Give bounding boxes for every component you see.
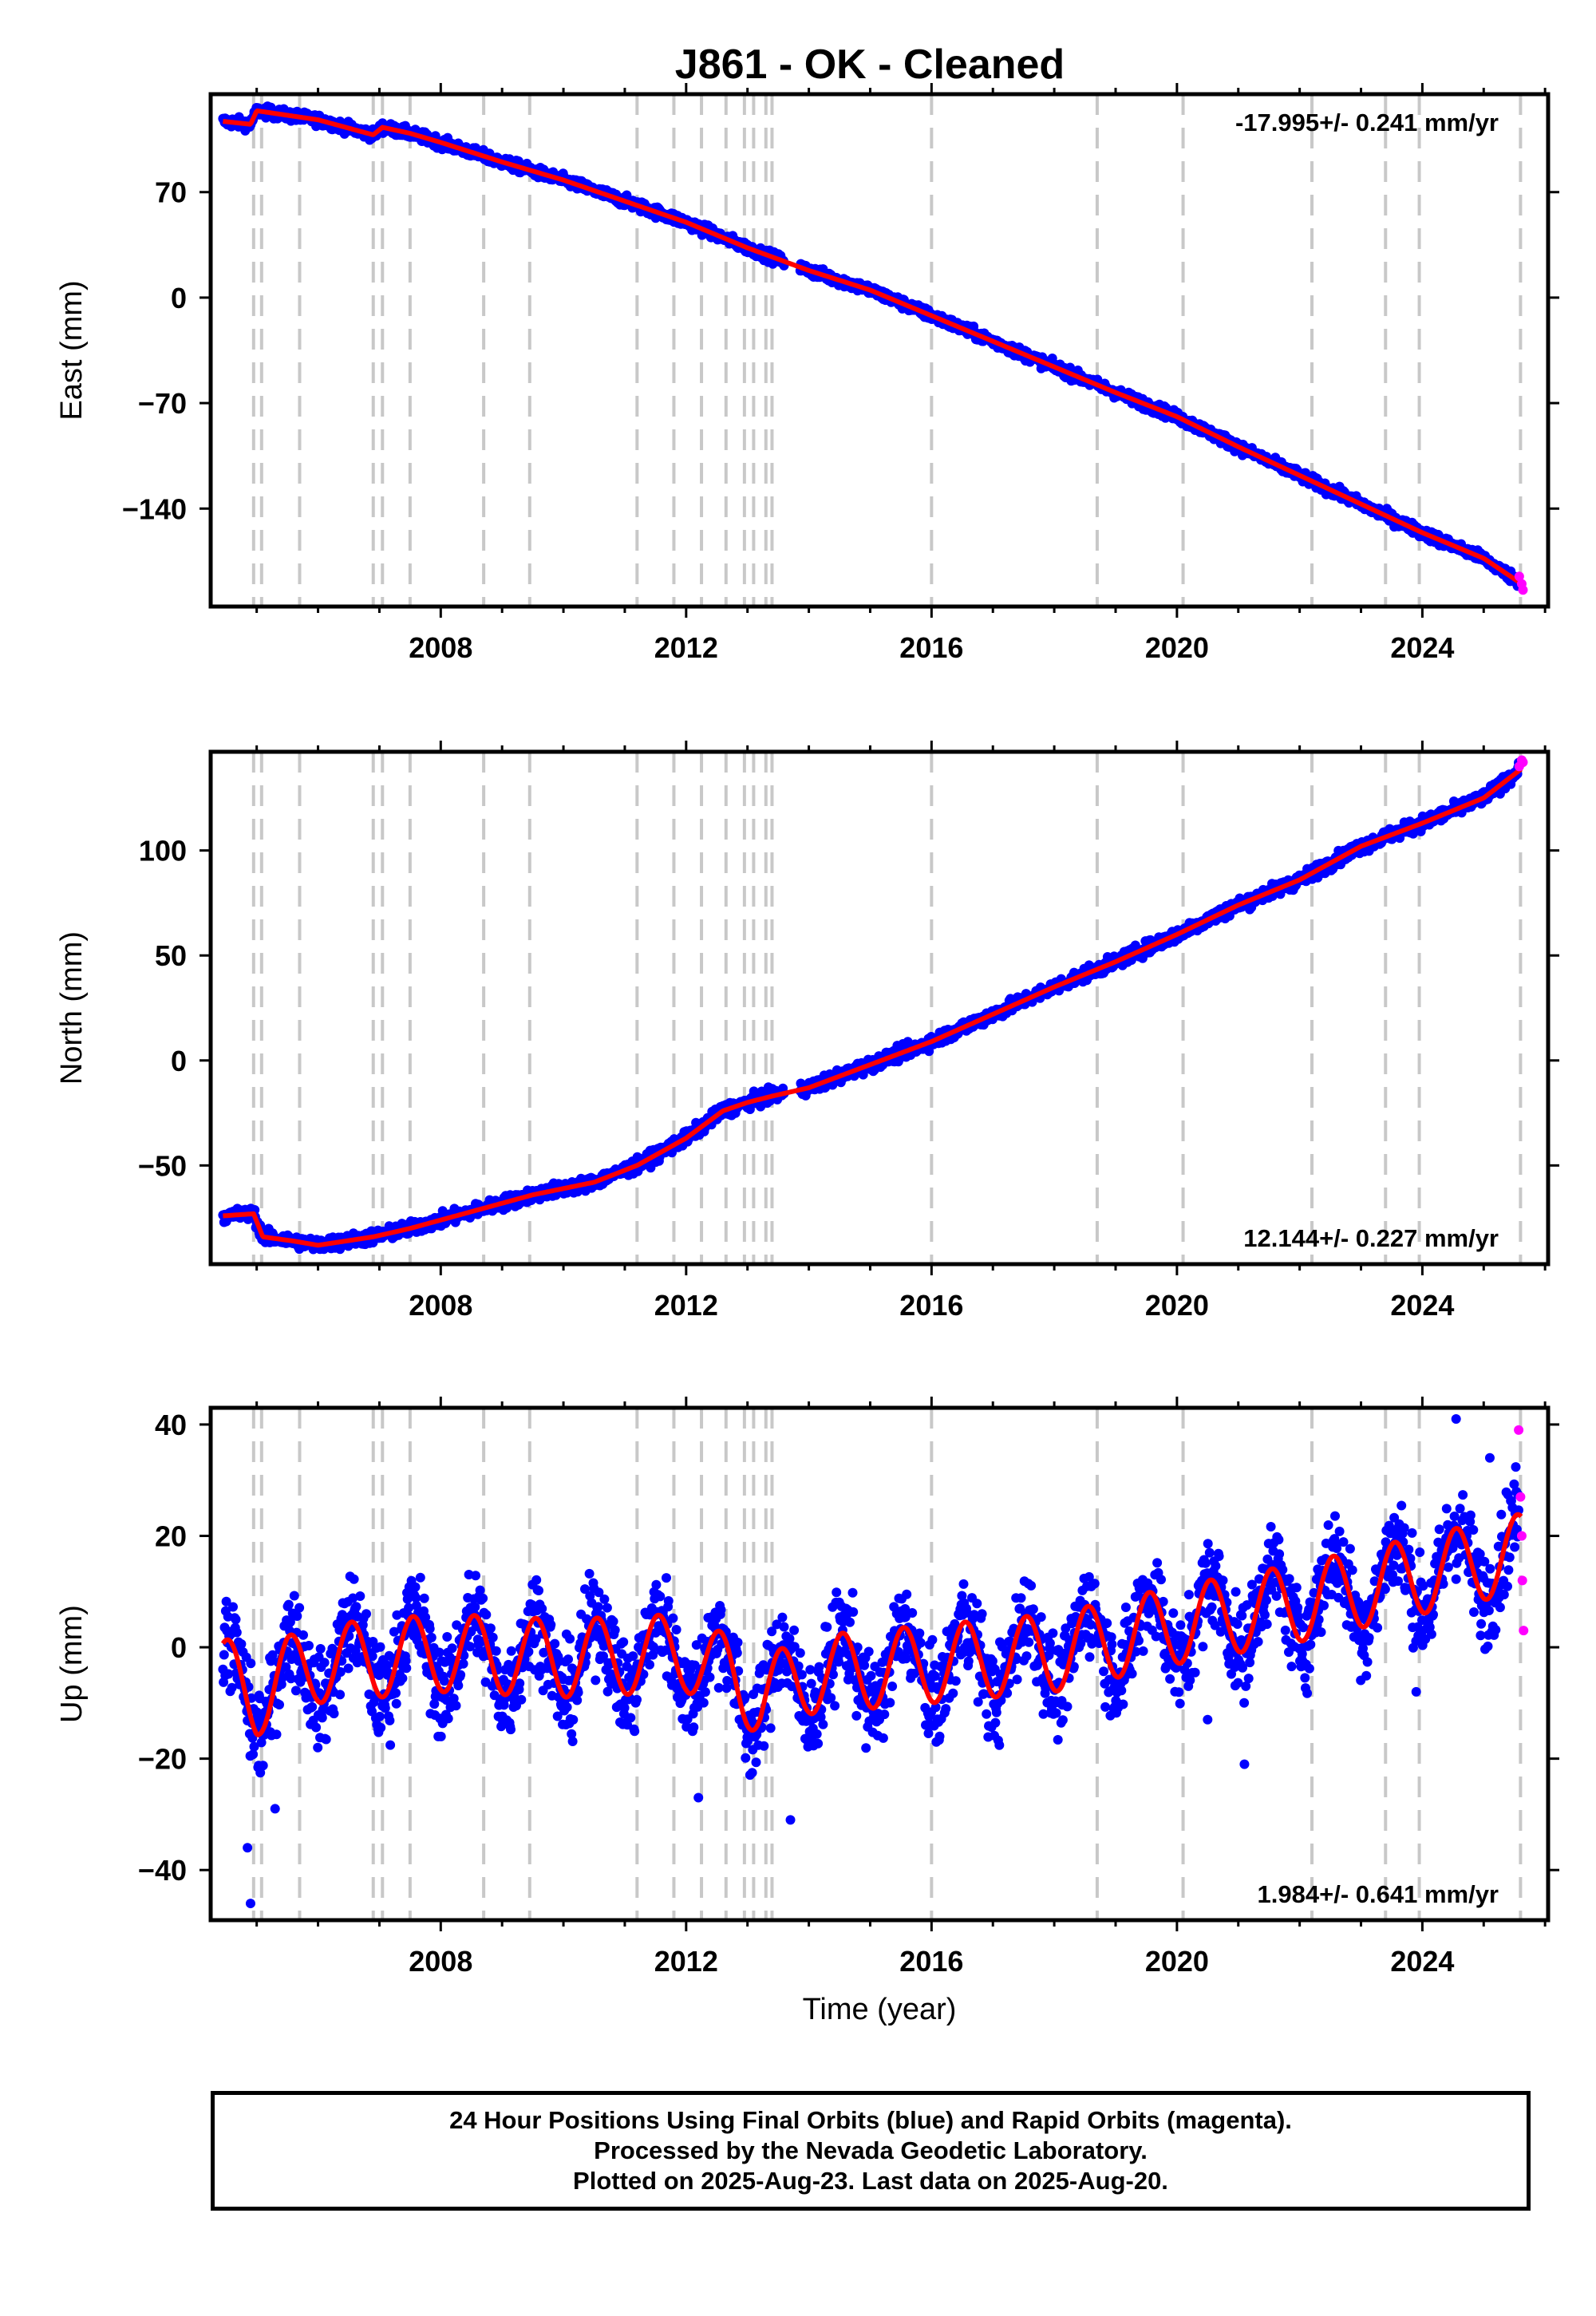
model-line — [221, 108, 1523, 586]
x-tick-label: 2024 — [1390, 1289, 1454, 1322]
final-orbit-points — [218, 757, 1523, 1255]
final-orbit-point — [294, 1603, 305, 1613]
panel-north: 2008 2012 2016 2020 2024 100 50 0 −50 North (mm) 1… — [55, 741, 1559, 1322]
final-orbit-point — [289, 1591, 299, 1601]
model-line — [221, 767, 1523, 1248]
y-tick-label: 70 — [155, 176, 187, 209]
y-axis-label: North (mm) — [55, 931, 89, 1085]
final-orbit-point — [349, 1574, 359, 1584]
final-orbit-point — [311, 1722, 322, 1733]
x-tick-label: 2016 — [899, 1289, 963, 1322]
x-tick-label: 2008 — [409, 631, 472, 664]
final-orbit-point — [231, 1614, 241, 1625]
y-tick-label: 0 — [171, 1045, 187, 1077]
chart-title: J861 - OK - Cleaned — [675, 41, 1065, 88]
rate-label: -17.995+/- 0.241 mm/yr — [1235, 109, 1499, 136]
x-tick-label: 2020 — [1145, 631, 1209, 664]
y-tick-label: −70 — [138, 387, 187, 420]
final-orbit-point — [319, 1658, 330, 1668]
final-orbit-point — [321, 1734, 331, 1745]
final-orbit-point — [374, 1711, 385, 1721]
panel-east: 2008 2012 2016 2020 2024 70 0 −70 −140 East (mm) -… — [55, 83, 1559, 664]
final-orbit-point — [355, 1591, 365, 1601]
x-tick-label: 2008 — [409, 1289, 472, 1322]
y-tick-label: 50 — [155, 939, 187, 972]
final-orbit-point — [343, 1663, 354, 1674]
y-tick-label: −140 — [122, 492, 187, 525]
x-tick-label: 2016 — [899, 631, 963, 664]
plot-frame — [208, 92, 1551, 609]
final-orbit-point — [335, 1690, 346, 1700]
y-axis-label: East (mm) — [55, 280, 89, 420]
final-orbit-points — [218, 1413, 1523, 1909]
final-orbit-point — [228, 1602, 238, 1612]
y-tick-label: 100 — [139, 835, 187, 868]
rapid-orbit-point — [1514, 571, 1524, 582]
final-orbit-point — [329, 1709, 339, 1719]
final-orbit-point — [298, 1630, 308, 1640]
final-orbit-point — [283, 1599, 294, 1610]
y-tick-label: −50 — [138, 1149, 187, 1182]
final-orbit-point — [924, 1046, 934, 1057]
rate-label: 12.144+/- 0.227 mm/yr — [1243, 1224, 1499, 1252]
final-orbit-point — [292, 1611, 302, 1621]
final-orbit-point — [236, 1639, 247, 1649]
final-orbit-point — [361, 1609, 371, 1619]
rapid-orbit-point — [1518, 585, 1528, 595]
final-orbit-point — [376, 1722, 386, 1733]
final-orbit-point — [351, 1602, 361, 1612]
final-orbit-point — [246, 1658, 256, 1669]
y-tick-label: 0 — [171, 282, 187, 314]
final-orbit-point — [258, 1761, 268, 1771]
final-orbit-point — [315, 1644, 326, 1654]
final-orbit-point — [307, 1701, 318, 1712]
final-orbit-point — [290, 1686, 301, 1696]
x-tick-label: 2012 — [654, 1289, 718, 1322]
rapid-orbit-point — [1518, 757, 1528, 768]
x-tick-label: 2020 — [1145, 1289, 1209, 1322]
final-orbit-point — [304, 1641, 314, 1650]
x-tick-label: 2024 — [1390, 631, 1454, 664]
final-orbit-point — [375, 1642, 385, 1652]
final-orbit-point — [219, 1650, 229, 1660]
final-orbit-point — [275, 1700, 284, 1709]
final-orbit-points — [218, 101, 1523, 591]
final-orbit-point — [313, 1742, 323, 1753]
x-tick-label: 2012 — [654, 631, 718, 664]
final-orbit-point — [231, 1627, 242, 1638]
final-orbit-point — [271, 1729, 282, 1740]
